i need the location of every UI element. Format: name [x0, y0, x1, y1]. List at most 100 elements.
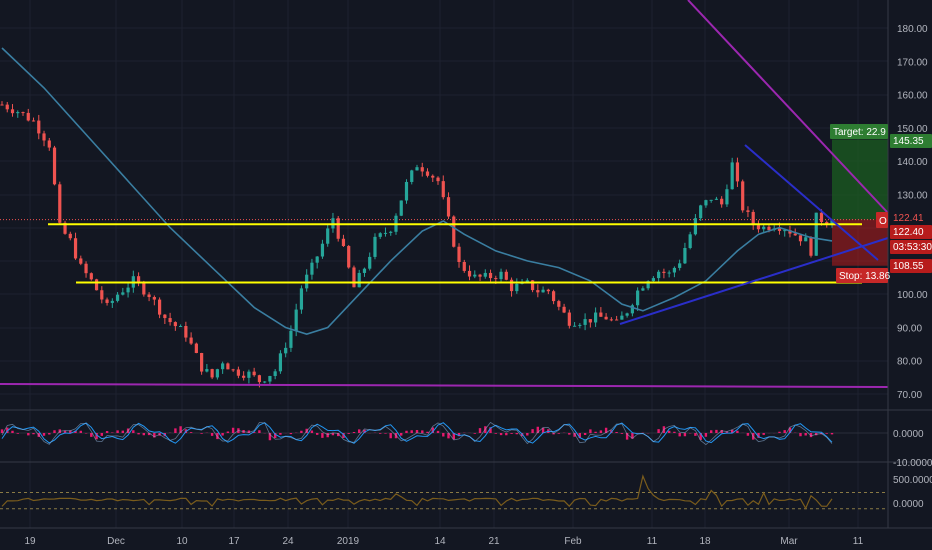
- time-tick-label: 18: [699, 536, 711, 547]
- candle-body: [357, 272, 361, 288]
- candle: [630, 303, 634, 317]
- candle-body: [42, 133, 46, 141]
- candle-body: [58, 184, 62, 223]
- price-panel[interactable]: [0, 0, 889, 388]
- candle: [546, 288, 550, 295]
- candle-body: [268, 375, 272, 382]
- candle-body: [599, 312, 603, 317]
- candlestick-series: [0, 101, 834, 388]
- candle-body: [452, 216, 456, 247]
- candle: [305, 269, 309, 292]
- candle: [562, 303, 566, 314]
- candle-body: [525, 280, 529, 282]
- oscillator-tick-label: 0.0000: [893, 429, 924, 440]
- candle-body: [147, 294, 151, 298]
- candle-body: [499, 271, 503, 280]
- candle-body: [441, 181, 445, 198]
- candle: [299, 285, 304, 314]
- candle: [210, 368, 214, 380]
- candle: [100, 286, 104, 304]
- time-scale[interactable]: 19 Dec 10 17 24 2019 14 21 Feb 11 18 Mar 11: [24, 536, 863, 547]
- last-price-tag-bg: [890, 211, 932, 225]
- candle-body: [814, 212, 818, 256]
- candle: [588, 319, 592, 328]
- candle: [657, 269, 661, 283]
- candle-body: [578, 324, 582, 326]
- last-price-tag-text: 122.41: [893, 213, 924, 224]
- countdown-tag-text: 03:53:30: [893, 242, 932, 253]
- candle-body: [362, 268, 367, 273]
- candle: [273, 369, 277, 380]
- time-tick-label: Dec: [107, 536, 125, 547]
- candle-body: [383, 232, 388, 234]
- candle: [762, 224, 766, 234]
- time-tick-label: 19: [24, 536, 36, 547]
- candle-body: [756, 225, 761, 230]
- candle-body: [63, 222, 67, 234]
- candle: [599, 307, 603, 317]
- candle-body: [200, 352, 204, 372]
- candle: [63, 220, 67, 235]
- candle: [410, 169, 414, 185]
- time-tick-label: Mar: [780, 536, 798, 547]
- price-tick-label: 160.00: [897, 91, 928, 102]
- candle: [609, 317, 613, 322]
- candle: [551, 289, 556, 305]
- candle-body: [378, 233, 382, 237]
- candle-body: [704, 200, 708, 206]
- candle: [315, 256, 319, 269]
- candle-body: [588, 319, 592, 323]
- candle-body: [68, 233, 72, 239]
- candle: [478, 273, 482, 281]
- candle-body: [562, 306, 566, 313]
- candle: [189, 332, 193, 345]
- candle-body: [804, 237, 808, 242]
- candle: [462, 259, 466, 273]
- oscillator-panel[interactable]: [0, 421, 888, 446]
- volume-panel[interactable]: [0, 474, 888, 510]
- candle: [667, 270, 671, 278]
- candle: [515, 278, 519, 294]
- time-tick-label: 2019: [337, 536, 360, 547]
- candle: [688, 231, 692, 250]
- candle: [105, 297, 109, 306]
- candle-body: [336, 218, 340, 239]
- candle-body: [557, 301, 561, 307]
- candle-body: [320, 243, 325, 257]
- candle: [383, 227, 388, 237]
- candle-body: [168, 318, 172, 323]
- candle-body: [5, 104, 9, 110]
- stop-label-text: Stop: 13.86: [839, 271, 891, 282]
- candle-body: [630, 305, 634, 314]
- candle: [567, 309, 571, 329]
- candle-body: [221, 363, 225, 370]
- candle: [389, 230, 393, 236]
- candle-body: [504, 271, 508, 280]
- candle: [709, 199, 713, 203]
- candle-body: [746, 210, 750, 212]
- moving-average-series: [1, 47, 833, 335]
- candle: [268, 375, 272, 386]
- candle: [804, 233, 808, 242]
- candle-body: [604, 316, 608, 320]
- time-tick-label: 21: [488, 536, 500, 547]
- candle-body: [189, 337, 193, 344]
- candle-body: [31, 120, 36, 122]
- candle: [126, 283, 130, 298]
- candle-body: [683, 247, 687, 264]
- candle-body: [651, 278, 655, 282]
- candle-body: [488, 272, 493, 279]
- candle: [163, 314, 167, 324]
- candle: [147, 292, 151, 302]
- candle-body: [236, 369, 240, 376]
- candle: [26, 108, 30, 122]
- candle: [252, 367, 256, 377]
- candle: [798, 235, 803, 246]
- candle: [431, 174, 435, 182]
- candle-body: [783, 230, 787, 232]
- candle: [425, 168, 430, 178]
- candle: [594, 307, 598, 327]
- candle: [16, 110, 20, 118]
- candle: [714, 196, 719, 201]
